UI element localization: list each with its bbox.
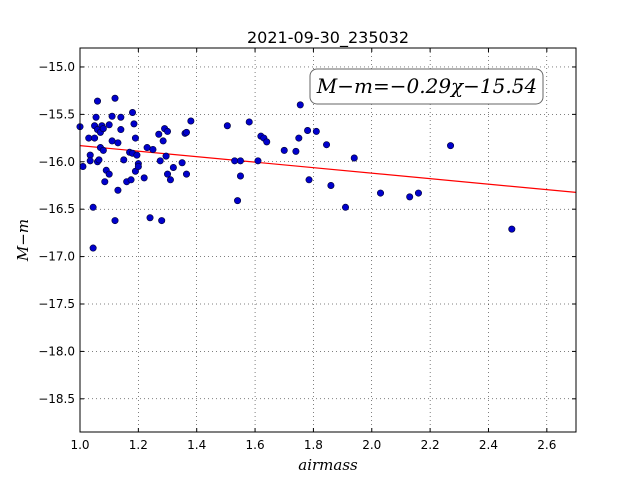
- data-points: [76, 94, 516, 252]
- x-tick-label: 1.4: [187, 438, 206, 452]
- data-point: [234, 197, 242, 205]
- data-point: [342, 203, 350, 211]
- y-tick-label: −16.5: [38, 202, 75, 216]
- data-point: [280, 146, 288, 154]
- data-point: [447, 142, 455, 150]
- data-point: [245, 118, 253, 126]
- data-point: [129, 108, 137, 116]
- data-point: [178, 159, 186, 167]
- data-point: [99, 146, 107, 154]
- data-point: [350, 154, 358, 162]
- data-point: [99, 125, 107, 133]
- x-tick-label: 1.0: [70, 438, 89, 452]
- data-point: [108, 137, 116, 145]
- x-axis-label: airmass: [298, 456, 358, 474]
- data-point: [263, 138, 271, 146]
- data-point: [159, 137, 167, 145]
- data-point: [108, 112, 116, 120]
- y-tick-label: −17.5: [38, 297, 75, 311]
- data-point: [101, 178, 109, 186]
- data-point: [114, 139, 122, 147]
- data-point: [111, 94, 119, 102]
- data-point: [117, 113, 125, 121]
- data-point: [89, 244, 97, 252]
- data-point: [292, 147, 300, 155]
- data-point: [155, 130, 163, 138]
- y-tick-label: −16.0: [38, 155, 75, 169]
- equation-text: M−m=−0.29χ−15.54: [316, 74, 537, 98]
- data-point: [134, 163, 142, 171]
- data-point: [508, 225, 516, 233]
- y-tick-label: −17.0: [38, 250, 75, 264]
- y-tick-label: −18.5: [38, 392, 75, 406]
- grid: [79, 48, 576, 432]
- data-point: [86, 157, 94, 165]
- data-point: [236, 172, 244, 180]
- data-point: [164, 127, 172, 135]
- data-point: [377, 189, 385, 197]
- data-point: [91, 134, 99, 142]
- data-point: [105, 121, 113, 129]
- data-point: [164, 170, 172, 178]
- data-point: [236, 157, 244, 165]
- data-point: [162, 152, 170, 160]
- data-point: [94, 97, 102, 105]
- ticks: 1.0 1.2 1.4 1.6 1.8 2.0 2.2 2.4 2.6 −15.0 −15.5 −16…: [38, 48, 576, 452]
- data-point: [305, 176, 313, 184]
- x-tick-label: 2.0: [362, 438, 381, 452]
- x-tick-label: 2.4: [479, 438, 498, 452]
- data-point: [414, 189, 422, 197]
- data-point: [166, 176, 174, 184]
- data-point: [182, 128, 190, 136]
- data-point: [187, 117, 195, 125]
- y-tick-label: −15.5: [38, 107, 75, 121]
- data-point: [92, 113, 100, 121]
- data-point: [143, 144, 151, 152]
- data-point: [111, 217, 119, 225]
- x-tick-label: 1.2: [129, 438, 148, 452]
- x-tick-label: 2.6: [537, 438, 556, 452]
- data-point: [327, 181, 335, 189]
- data-point: [254, 157, 262, 165]
- data-point: [89, 203, 97, 211]
- data-point: [146, 214, 154, 222]
- equation-box: [309, 68, 544, 105]
- data-point: [406, 193, 414, 201]
- data-point: [231, 157, 239, 165]
- data-point: [296, 101, 304, 109]
- chart-title: 2021-09-30_235032: [247, 28, 409, 48]
- data-point: [323, 141, 331, 149]
- data-point: [149, 145, 157, 153]
- y-tick-label: −18.0: [38, 344, 75, 358]
- data-point: [120, 156, 128, 164]
- y-tick-label: −15.0: [38, 60, 75, 74]
- data-point: [133, 151, 141, 159]
- data-point: [114, 186, 122, 194]
- data-point: [304, 126, 312, 134]
- data-point: [169, 163, 177, 171]
- data-point: [156, 157, 164, 165]
- data-point: [85, 134, 93, 142]
- data-point: [312, 127, 320, 135]
- data-point: [105, 170, 113, 178]
- data-point: [117, 126, 125, 134]
- plot-frame: [79, 47, 577, 433]
- data-point: [79, 163, 87, 171]
- data-point: [95, 156, 103, 164]
- x-tick-label: 2.2: [421, 438, 440, 452]
- data-point: [131, 134, 139, 142]
- data-point: [223, 122, 231, 130]
- data-point: [130, 120, 138, 128]
- equation-annotation: M−m=−0.29χ−15.54: [309, 68, 544, 105]
- data-point: [140, 174, 148, 182]
- data-point: [295, 134, 303, 142]
- data-point: [127, 176, 135, 184]
- x-tick-label: 1.8: [304, 438, 323, 452]
- data-point: [158, 217, 166, 225]
- x-tick-label: 1.6: [246, 438, 265, 452]
- data-point: [182, 170, 190, 178]
- fit-line: [79, 145, 577, 194]
- y-axis-label: M−m: [14, 219, 32, 262]
